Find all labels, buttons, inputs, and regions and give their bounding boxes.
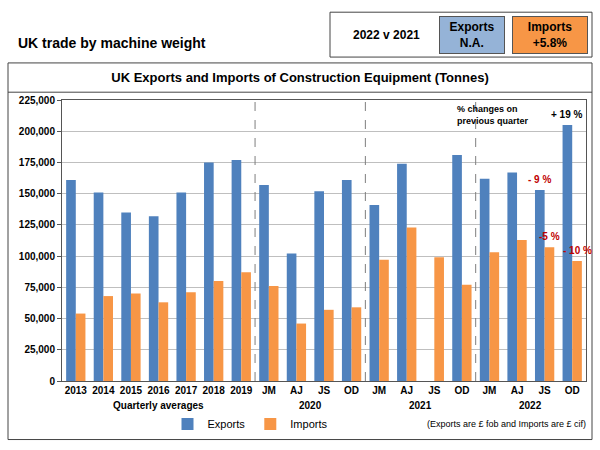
svg-text:AJ: AJ <box>511 385 524 396</box>
svg-text:- 10 %: - 10 % <box>563 245 592 256</box>
svg-text:100,000: 100,000 <box>19 251 56 262</box>
svg-text:2017: 2017 <box>175 385 198 396</box>
svg-text:JS: JS <box>428 385 441 396</box>
svg-text:2022: 2022 <box>519 400 542 411</box>
svg-text:UK Exports and Imports of Cons: UK Exports and Imports of Construction E… <box>111 70 488 85</box>
svg-text:0: 0 <box>49 376 55 387</box>
svg-text:OD: OD <box>565 385 580 396</box>
svg-text:75,000: 75,000 <box>24 282 55 293</box>
svg-text:125,000: 125,000 <box>19 219 56 230</box>
svg-text:JM: JM <box>262 385 276 396</box>
svg-text:200,000: 200,000 <box>19 126 56 137</box>
svg-text:2022 v 2021: 2022 v 2021 <box>353 28 420 42</box>
svg-text:225,000: 225,000 <box>19 95 56 106</box>
svg-text:JM: JM <box>483 385 497 396</box>
svg-text:JS: JS <box>318 385 331 396</box>
svg-text:Imports+5.8%: Imports+5.8% <box>528 20 572 50</box>
svg-text:UK trade by machine weight: UK trade by machine weight <box>18 35 206 51</box>
svg-text:OD: OD <box>454 385 469 396</box>
svg-text:2015: 2015 <box>120 385 143 396</box>
svg-text:2014: 2014 <box>92 385 115 396</box>
svg-text:% changes onprevious quarter: % changes onprevious quarter <box>457 104 529 126</box>
svg-text:175,000: 175,000 <box>19 157 56 168</box>
svg-text:-5 %: -5 % <box>539 231 560 242</box>
svg-text:AJ: AJ <box>400 385 413 396</box>
svg-text:JM: JM <box>372 385 386 396</box>
svg-text:2019: 2019 <box>230 385 253 396</box>
svg-text:Imports: Imports <box>290 418 327 430</box>
svg-text:2016: 2016 <box>147 385 170 396</box>
svg-text:25,000: 25,000 <box>24 344 55 355</box>
svg-text:Quarterly averages: Quarterly averages <box>113 400 204 411</box>
svg-text:+ 19 %: + 19 % <box>551 109 583 120</box>
svg-text:Exports: Exports <box>208 418 246 430</box>
svg-text:JS: JS <box>539 385 552 396</box>
svg-text:2018: 2018 <box>203 385 226 396</box>
svg-text:OD: OD <box>344 385 359 396</box>
svg-text:2021: 2021 <box>409 400 432 411</box>
svg-text:50,000: 50,000 <box>24 313 55 324</box>
svg-text:ExportsN.A.: ExportsN.A. <box>449 20 494 50</box>
svg-text:- 9 %: - 9 % <box>528 174 551 185</box>
svg-text:(Exports are £ fob and Imports: (Exports are £ fob and Imports are £ cif… <box>427 419 586 429</box>
svg-text:AJ: AJ <box>290 385 303 396</box>
svg-text:2020: 2020 <box>299 400 322 411</box>
svg-text:150,000: 150,000 <box>19 188 56 199</box>
svg-text:2013: 2013 <box>65 385 88 396</box>
